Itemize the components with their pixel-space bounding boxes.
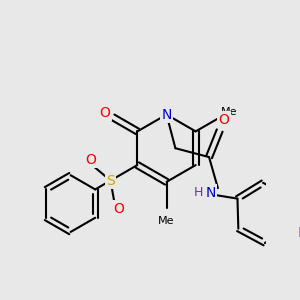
Text: N: N	[161, 108, 172, 122]
Text: O: O	[100, 106, 111, 120]
Text: H: H	[194, 186, 203, 199]
Text: O: O	[85, 153, 96, 166]
Text: O: O	[219, 113, 230, 127]
Text: F: F	[297, 226, 300, 240]
Text: Me: Me	[158, 216, 175, 226]
Text: Me: Me	[221, 107, 238, 117]
Text: O: O	[113, 202, 124, 216]
Text: S: S	[106, 174, 115, 188]
Text: N: N	[206, 185, 216, 200]
